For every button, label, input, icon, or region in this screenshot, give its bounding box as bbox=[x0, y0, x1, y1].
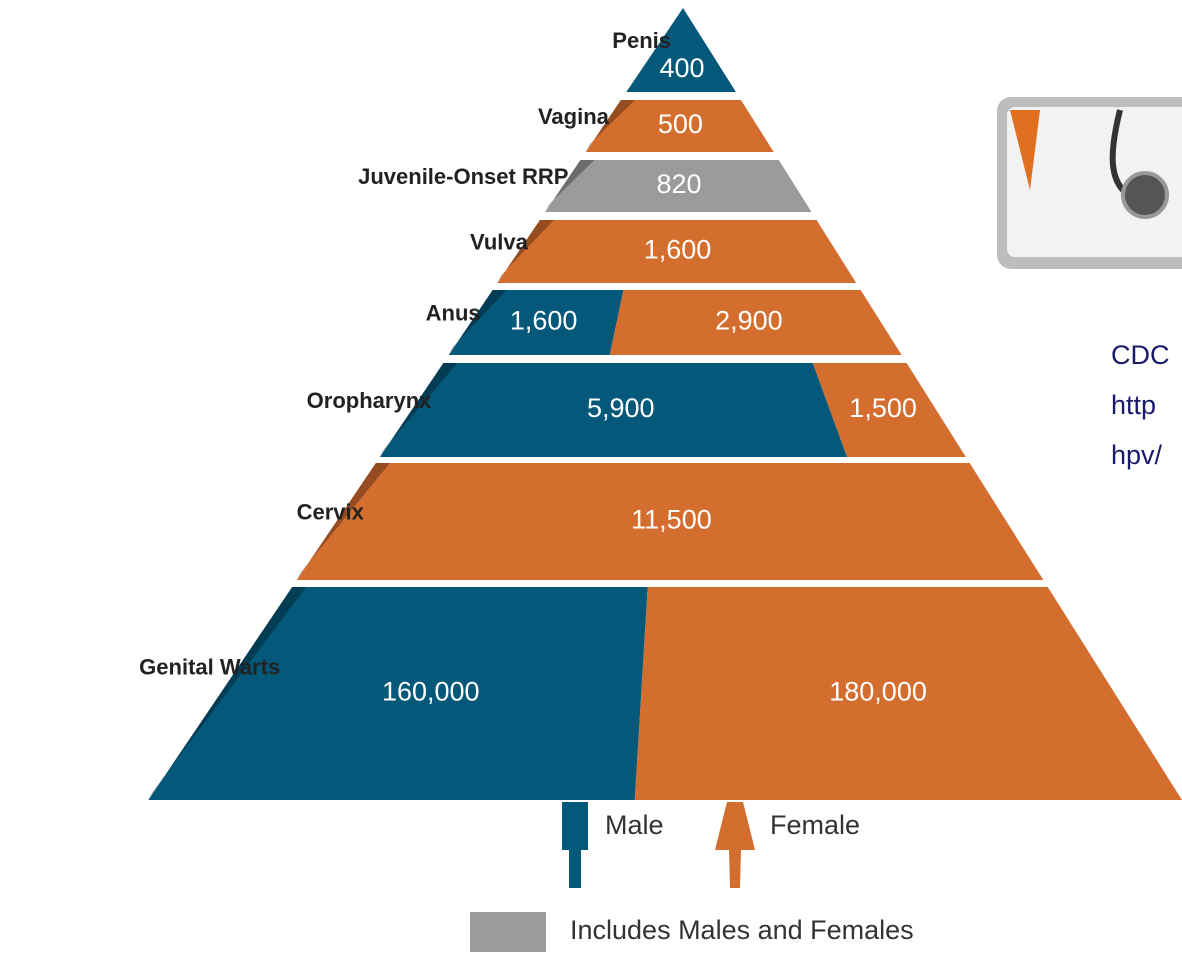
row-label: Vulva bbox=[470, 229, 529, 254]
annotation: hpv/ bbox=[1111, 440, 1163, 470]
row-label: Vagina bbox=[538, 104, 610, 129]
value-label: 500 bbox=[658, 109, 703, 139]
row-label: Penis bbox=[612, 28, 671, 53]
value-label: 5,900 bbox=[587, 393, 655, 423]
value-label: 160,000 bbox=[382, 677, 480, 707]
legend-icon bbox=[566, 781, 584, 799]
value-label: 11,500 bbox=[631, 505, 712, 535]
value-label: 820 bbox=[656, 169, 701, 199]
value-label: 2,900 bbox=[715, 306, 783, 336]
row-label: Anus bbox=[426, 300, 481, 325]
value-label: 1,600 bbox=[510, 306, 578, 336]
annotation: http bbox=[1111, 390, 1156, 420]
value-label: 400 bbox=[660, 53, 705, 83]
legend-icon bbox=[562, 802, 588, 888]
row-label: Genital Warts bbox=[139, 654, 280, 679]
legend-swatch bbox=[470, 912, 546, 952]
legend-icon bbox=[726, 781, 744, 799]
value-label: 180,000 bbox=[829, 677, 927, 707]
row-label: Oropharynx bbox=[307, 388, 432, 413]
value-label: 1,600 bbox=[644, 235, 712, 265]
chart: 400Penis 500 Vagina 820 Juvenile-Onset RRP 1,… bbox=[0, 0, 1182, 953]
row-label: Cervix bbox=[297, 499, 365, 524]
legend-label: Includes Males and Females bbox=[570, 915, 914, 945]
row-label: Juvenile-Onset RRP bbox=[358, 164, 568, 189]
photo bbox=[997, 97, 1182, 269]
legend-icon bbox=[715, 802, 755, 888]
value-label: 1,500 bbox=[849, 393, 917, 423]
legend-label: Male bbox=[605, 810, 664, 840]
annotation: CDC bbox=[1111, 340, 1170, 370]
legend-label: Female bbox=[770, 810, 860, 840]
